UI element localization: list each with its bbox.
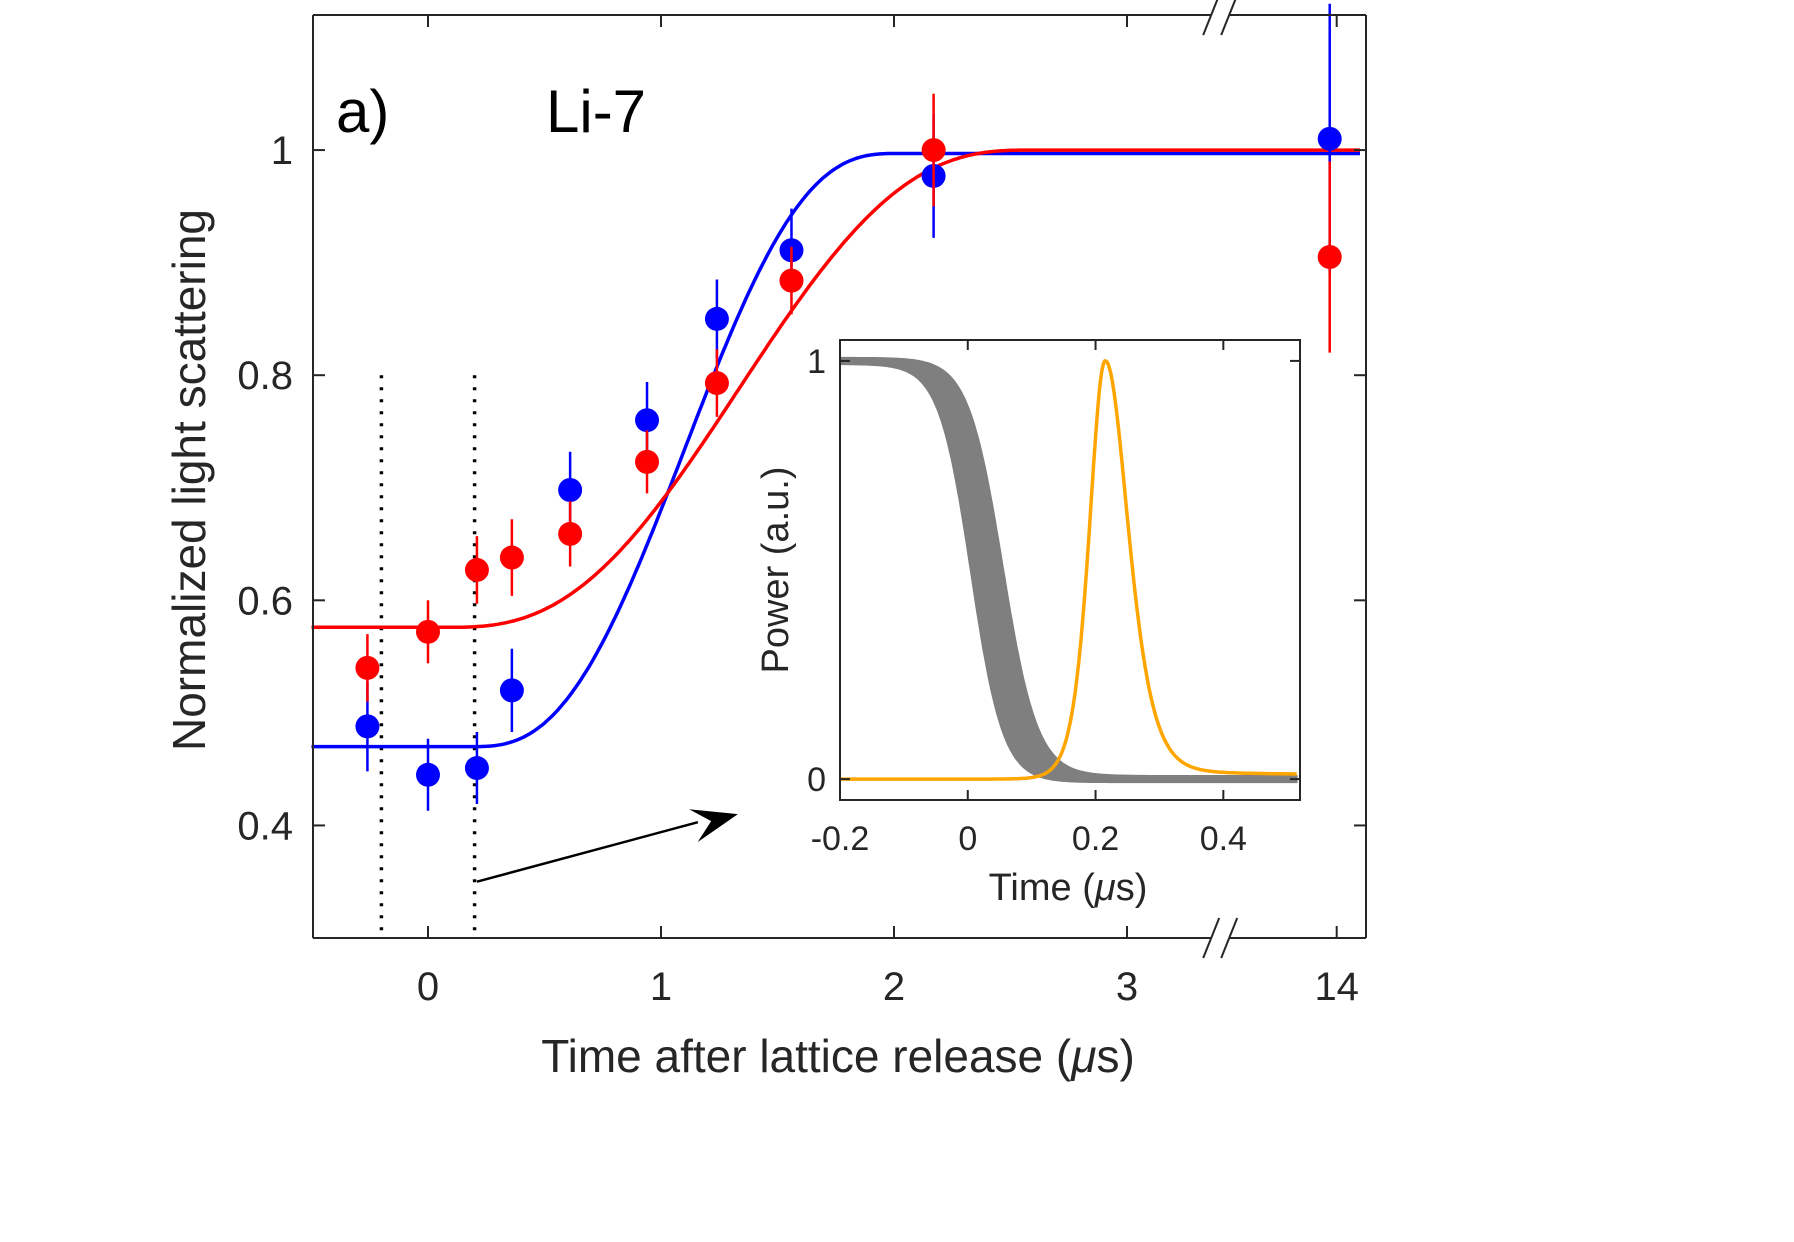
- isotope-label: Li-7: [546, 78, 646, 145]
- inset-y-axis-label: Power (a.u.): [755, 467, 797, 674]
- main-ticks: 0 1 2 3 14 0.4 0.6 0.8 1: [237, 15, 1366, 1009]
- axis-break-marks: [1202, 0, 1239, 959]
- x-tick-label-5: 14: [1314, 965, 1359, 1009]
- break-mark-1: [1202, 0, 1219, 36]
- blue-point-6: [635, 408, 660, 433]
- red-point-9: [921, 138, 946, 163]
- blue-point-2: [416, 762, 440, 787]
- panel-label: a): [336, 78, 389, 145]
- y-tick-label-1: 0.4: [237, 804, 293, 848]
- red-point-6: [635, 449, 660, 474]
- x-tick-label-1: 0: [417, 965, 439, 1009]
- inset-x-axis-unit-rest: s): [1116, 867, 1148, 909]
- red-point-4: [499, 545, 524, 570]
- red-fit: [311, 148, 1360, 630]
- x-tick-label-4: 3: [1116, 965, 1138, 1009]
- blue-point-1: [355, 714, 380, 739]
- main-x-axis-label: Time after lattice release (μs): [541, 1030, 1135, 1082]
- break-mark-4: [1220, 917, 1239, 959]
- blue-point-10: [1317, 126, 1342, 151]
- inset-x-axis-label: Time (μs): [989, 867, 1148, 909]
- red-point-2: [416, 619, 440, 644]
- main-x-axis-unit-symbol: μ: [1070, 1030, 1096, 1082]
- inset-x-tick-label-2: 0: [958, 820, 977, 858]
- data-points: [355, 3, 1342, 883]
- blue-point-3: [464, 756, 489, 781]
- lattice-power-band: [839, 356, 1298, 784]
- inset-frame-box: [839, 339, 1301, 801]
- inset-x-tick-label-1: -0.2: [811, 820, 870, 858]
- main-x-axis-label-text: Time after lattice release (: [541, 1030, 1072, 1082]
- inset-x-axis-unit-symbol: μ: [1094, 867, 1116, 909]
- inset-y-tick-label-1: 0: [807, 761, 826, 799]
- blue-point-5: [558, 478, 583, 503]
- inset-plot: -0.2 0 0.2 0.4 0 1: [807, 339, 1301, 858]
- blue-fit: [311, 151, 1360, 749]
- dotted-reference-lines: [379, 375, 477, 938]
- y-tick-label-4: 1: [271, 129, 293, 173]
- y-tick-label-2: 0.6: [237, 579, 293, 623]
- y-tick-label-3: 0.8: [237, 354, 293, 398]
- inset-axes-frame: [839, 339, 1301, 801]
- arrow-shaft: [476, 820, 699, 883]
- red-point-3: [464, 557, 489, 582]
- inset-y-tick-label-2: 1: [807, 343, 826, 381]
- main-y-axis-label: Normalized light scattering: [163, 209, 215, 751]
- blue-point-7: [704, 306, 729, 331]
- main-x-axis-unit-rest: s): [1096, 1030, 1134, 1082]
- break-mark-2: [1220, 0, 1237, 36]
- arrow-head: [689, 809, 738, 843]
- inset-x-tick-label-4: 0.4: [1200, 820, 1247, 858]
- inset-x-tick-label-3: 0.2: [1072, 820, 1119, 858]
- red-point-8: [779, 268, 804, 293]
- inset-lines: [839, 356, 1298, 784]
- main-plot: 0 1 2 3 14 0.4 0.6 0.8 1: [237, 0, 1367, 1009]
- red-point-10: [1317, 245, 1342, 270]
- inset-ticks: -0.2 0 0.2 0.4 0 1: [807, 340, 1300, 858]
- probe-pulse-line: [840, 358, 1297, 781]
- inset-x-axis-label-text: Time (: [989, 867, 1096, 909]
- x-tick-label-2: 1: [650, 965, 672, 1009]
- x-tick-label-3: 2: [883, 965, 905, 1009]
- red-point-1: [355, 655, 380, 680]
- red-point-5: [558, 521, 583, 546]
- break-mark-3: [1202, 917, 1221, 959]
- blue-point-4: [499, 678, 524, 703]
- fit-curves: [311, 148, 1360, 749]
- main-axes-frame: [312, 14, 1367, 939]
- red-point-7: [704, 371, 729, 396]
